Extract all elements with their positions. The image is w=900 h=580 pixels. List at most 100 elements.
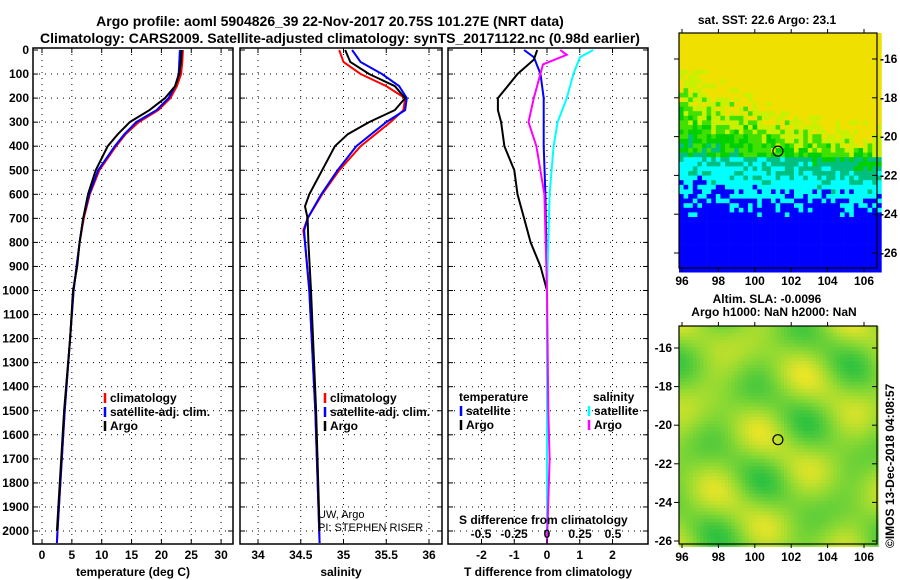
- map-cell: [784, 235, 790, 241]
- map-cell: [752, 212, 758, 218]
- map-cell: [756, 392, 760, 397]
- map-cell: [858, 65, 864, 71]
- map-cell: [812, 171, 818, 176]
- map-cell: [703, 382, 708, 386]
- map-cell: [780, 392, 785, 397]
- map-cell: [789, 198, 795, 204]
- map-cell: [752, 166, 758, 172]
- map-cell: [717, 518, 722, 523]
- map-cell: [692, 235, 698, 241]
- map-cell: [748, 161, 753, 167]
- map-cell: [876, 79, 882, 84]
- map-cell: [817, 46, 822, 52]
- map-cell: [798, 171, 804, 176]
- map-cell: [771, 42, 776, 48]
- map-cell: [801, 343, 806, 348]
- map-cell: [710, 504, 715, 509]
- map-cell: [777, 511, 781, 516]
- map-cell: [872, 79, 878, 84]
- map-cell: [689, 536, 694, 540]
- map-cell: [717, 420, 722, 425]
- map-cell: [798, 336, 802, 341]
- map-cell: [867, 37, 873, 43]
- map-cell: [803, 148, 809, 153]
- map-cell: [844, 230, 850, 236]
- map-cell: [696, 333, 701, 337]
- map-cell: [787, 406, 792, 411]
- map-cell: [787, 347, 792, 351]
- map-cell: [728, 522, 732, 526]
- map-cell: [830, 240, 836, 245]
- map-cell: [711, 46, 717, 52]
- map-cell: [787, 434, 792, 439]
- map-cell: [798, 357, 802, 362]
- map-cell: [683, 111, 689, 117]
- map-cell: [702, 79, 707, 84]
- map-cell: [821, 180, 827, 186]
- map-cell: [711, 143, 717, 149]
- map-cell: [693, 532, 697, 537]
- map-cell: [700, 413, 704, 418]
- map-cell: [771, 33, 776, 38]
- map-cell: [794, 522, 799, 526]
- map-cell: [777, 452, 781, 456]
- map-cell: [721, 382, 725, 386]
- map-cell: [766, 532, 771, 537]
- map-cell: [688, 97, 694, 103]
- map-cell: [789, 106, 795, 112]
- map-cell: [703, 413, 708, 418]
- map-cell: [748, 143, 753, 149]
- map-cell: [798, 347, 802, 351]
- map-cell: [756, 375, 760, 379]
- map-cell: [826, 129, 832, 135]
- map-cell: [752, 431, 757, 435]
- map-cell: [734, 171, 740, 176]
- map-cell: [729, 198, 735, 204]
- map-cell: [775, 189, 781, 195]
- map-cell: [700, 504, 704, 509]
- map-cell: [724, 469, 729, 474]
- map-cell: [863, 253, 868, 259]
- map-cell: [693, 431, 697, 435]
- map-cell: [735, 515, 739, 519]
- map-cell: [749, 511, 753, 516]
- map-cell: [759, 406, 764, 411]
- map-cell: [858, 60, 864, 66]
- map-cell: [787, 375, 792, 379]
- map-cell: [679, 138, 684, 144]
- map-cell: [867, 152, 873, 158]
- map-cell: [794, 143, 799, 149]
- map-cell: [756, 333, 760, 337]
- map-cell: [826, 65, 832, 71]
- map-cell: [714, 490, 718, 495]
- map-cell: [742, 354, 746, 358]
- map-cell: [702, 263, 707, 268]
- map-cell: [711, 92, 717, 98]
- map-cell: [761, 83, 767, 89]
- map-cell: [840, 203, 845, 209]
- map-cell: [692, 157, 698, 163]
- map-cell: [706, 138, 712, 144]
- map-cell: [752, 389, 757, 393]
- map-cell: [773, 382, 778, 386]
- map-cell: [849, 92, 855, 98]
- map-cell: [696, 497, 701, 502]
- map-cell: [748, 253, 753, 259]
- map-cell: [830, 263, 836, 268]
- map-cell: [766, 97, 772, 103]
- map-cell: [821, 161, 827, 167]
- map-cell: [761, 69, 767, 75]
- map-cell: [840, 226, 845, 232]
- map-cell: [817, 120, 822, 126]
- map-cell: [849, 240, 855, 245]
- map-cell: [686, 532, 690, 537]
- map-cell: [749, 357, 753, 362]
- map-cell: [872, 267, 878, 273]
- map-cell: [683, 83, 689, 89]
- map-cell: [807, 79, 813, 84]
- map-cell: [738, 175, 744, 181]
- map-cell: [858, 92, 864, 98]
- map-cell: [692, 230, 698, 236]
- map-cell: [688, 161, 694, 167]
- map-cell: [780, 51, 786, 57]
